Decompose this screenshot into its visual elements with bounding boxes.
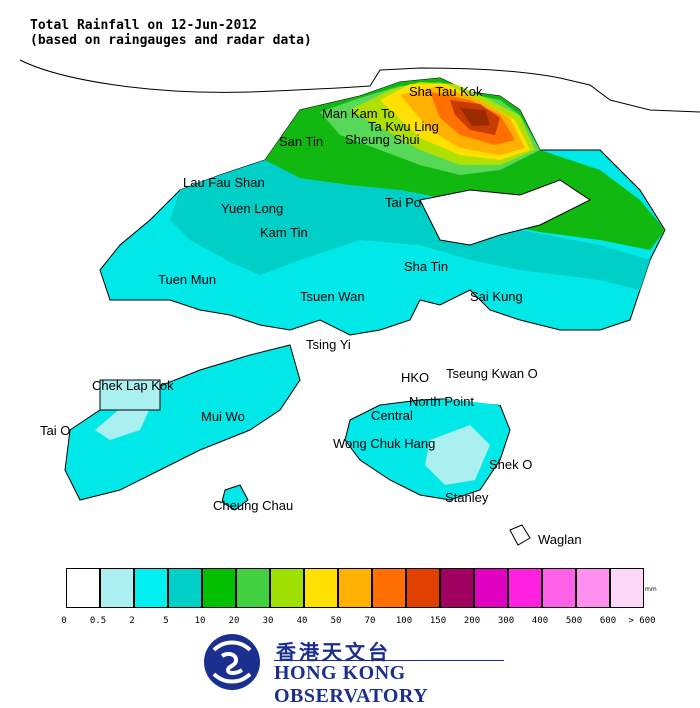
legend-tick: 200 (463, 616, 481, 626)
legend-swatch (304, 568, 338, 608)
legend-tick: 30 (262, 616, 274, 626)
label-sha-tau-kok: Sha Tau Kok (409, 84, 483, 99)
legend-tick: 40 (296, 616, 308, 626)
rain-band-teal (170, 160, 650, 290)
logo-divider (274, 660, 504, 661)
label-tsing-yi: Tsing Yi (306, 337, 351, 352)
legend-swatch (168, 568, 202, 608)
legend-tick: 0 (61, 616, 67, 626)
legend-swatch (372, 568, 406, 608)
legend-tick: 5 (163, 616, 169, 626)
label-ta-kwu-ling: Ta Kwu Ling (368, 119, 439, 134)
mainland-outline (19, 59, 700, 113)
hko-logo: 香港天文台 HONG KONG OBSERVATORY (192, 632, 522, 707)
legend-tick: 10 (194, 616, 206, 626)
legend-tick: 100 (395, 616, 413, 626)
legend-swatch (66, 568, 100, 608)
legend-tick: 400 (531, 616, 549, 626)
legend-swatch (542, 568, 576, 608)
legend-swatch (576, 568, 610, 608)
label-kam-tin: Kam Tin (260, 225, 308, 240)
label-tseung-kwan-o: Tseung Kwan O (446, 366, 538, 381)
label-tai-o: Tai O (40, 423, 70, 438)
legend-swatch (440, 568, 474, 608)
rain-band-deep-red (460, 108, 490, 126)
label-shek-o: Shek O (489, 457, 532, 472)
lantau-island (64, 344, 301, 501)
victoria-harbour-water (330, 385, 500, 410)
label-lau-fau-shan: Lau Fau Shan (183, 175, 265, 190)
label-stanley: Stanley (445, 490, 489, 505)
airport-platform (99, 379, 161, 411)
legend-tick: 50 (330, 616, 342, 626)
legend-tick: 600 (599, 616, 617, 626)
label-sai-kung: Sai Kung (470, 289, 523, 304)
label-cheung-chau: Cheung Chau (213, 498, 293, 513)
legend-swatch (100, 568, 134, 608)
label-central: Central (371, 408, 413, 423)
hk-island-light-patch (425, 425, 490, 485)
rainfall-map: Sha Tau Kok Man Kam To Ta Kwu Ling San T… (19, 59, 700, 547)
label-north-point: North Point (409, 394, 474, 409)
cheung-chau-island (221, 484, 249, 511)
legend-tick: 70 (364, 616, 376, 626)
legend-tick: 0.5 (89, 616, 107, 626)
legend-swatch (610, 568, 644, 608)
label-hko: HKO (401, 370, 429, 385)
label-wong-chuk-hang: Wong Chuk Hang (333, 436, 435, 451)
label-mui-wo: Mui Wo (201, 409, 245, 424)
map-title: Total Rainfall on 12-Jun-2012 (based on … (30, 18, 312, 48)
label-san-tin: San Tin (279, 134, 323, 149)
legend-tick: 500 (565, 616, 583, 626)
tolo-harbour-water (419, 179, 591, 246)
label-yuen-long: Yuen Long (221, 201, 283, 216)
waglan-island (509, 524, 531, 546)
label-tuen-mun: Tuen Mun (158, 272, 216, 287)
label-man-kam-to: Man Kam To (322, 106, 395, 121)
legend-swatch (406, 568, 440, 608)
legend-swatch (134, 568, 168, 608)
map-title-line1: Total Rainfall on 12-Jun-2012 (30, 18, 257, 33)
legend-swatch (202, 568, 236, 608)
map-title-line2: (based on raingauges and radar data) (30, 33, 312, 48)
legend-tick: 20 (228, 616, 240, 626)
legend-swatch (270, 568, 304, 608)
label-sha-tin: Sha Tin (404, 259, 448, 274)
legend-swatch (474, 568, 508, 608)
label-waglan: Waglan (538, 532, 582, 547)
legend-tick: 300 (497, 616, 515, 626)
label-sheung-shui: Sheung Shui (345, 132, 420, 147)
label-tsuen-wan: Tsuen Wan (300, 289, 365, 304)
label-chek-lap-kok: Chek Lap Kok (92, 378, 174, 393)
legend-swatch (236, 568, 270, 608)
label-tai-po: Tai Po (385, 195, 421, 210)
legend-tick: 150 (429, 616, 447, 626)
legend-swatch (508, 568, 542, 608)
legend-unit: mm (645, 586, 657, 593)
legend-tick: > 600 (628, 616, 656, 626)
legend-tick: 2 (129, 616, 135, 626)
hko-emblem-icon (204, 634, 260, 690)
legend-swatch (338, 568, 372, 608)
logo-english-name: HONG KONG OBSERVATORY (274, 662, 429, 707)
